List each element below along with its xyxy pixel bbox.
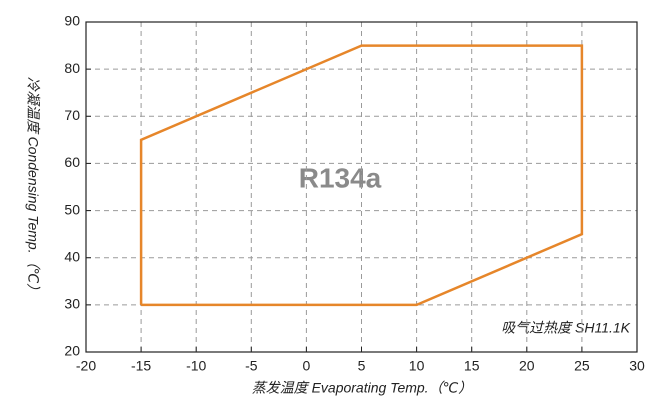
y-tick-label: 20 <box>64 343 80 359</box>
superheat-label: 吸气过热度 SH11.1K <box>501 320 631 336</box>
x-tick-label: 5 <box>358 358 366 374</box>
x-tick-label: 25 <box>574 358 590 374</box>
x-tick-label: 10 <box>409 358 425 374</box>
x-tick-label: -10 <box>186 358 206 374</box>
x-tick-label: 15 <box>464 358 480 374</box>
y-axis-label: 冷凝温度 Condensing Temp.（℃） <box>25 77 41 298</box>
y-tick-label: 50 <box>64 201 80 217</box>
x-tick-label: -20 <box>76 358 96 374</box>
envelope-line <box>139 44 584 307</box>
x-tick-label: 30 <box>629 358 645 374</box>
x-tick-label: -15 <box>131 358 151 374</box>
y-tick-label: 40 <box>64 248 80 264</box>
x-axis-label: 蒸发温度 Evaporating Temp.（℃） <box>252 380 473 396</box>
y-tick-label: 60 <box>64 154 80 170</box>
y-tick-label: 30 <box>64 296 80 312</box>
plot-frame <box>85 21 638 353</box>
x-tick-label: 20 <box>519 358 535 374</box>
refrigerant-label: R134a <box>299 162 382 193</box>
y-tick-label: 70 <box>64 107 80 123</box>
x-tick-label: -5 <box>245 358 258 374</box>
y-tick-label: 90 <box>64 13 80 29</box>
y-tick-label: 80 <box>64 60 80 76</box>
x-tick-label: 0 <box>303 358 311 374</box>
